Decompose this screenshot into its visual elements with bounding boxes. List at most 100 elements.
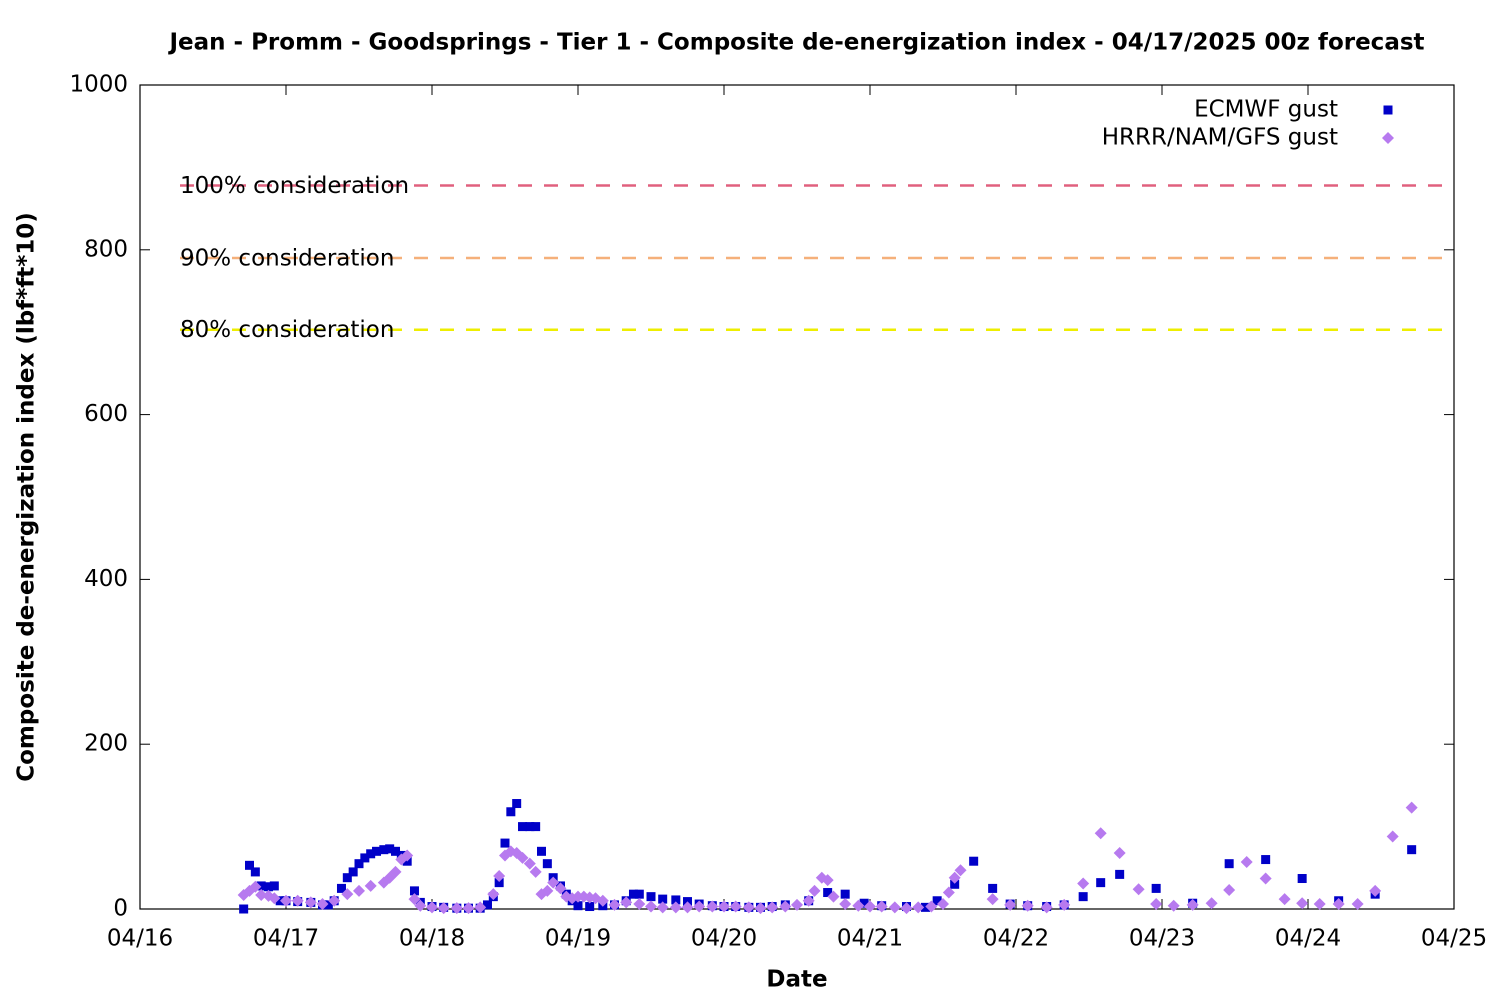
x-tick-label: 04/25: [1421, 926, 1487, 952]
point: [348, 867, 358, 877]
point: [474, 901, 487, 914]
point: [525, 822, 535, 832]
point: [385, 844, 395, 854]
point: [954, 864, 967, 877]
point: [1058, 898, 1071, 911]
y-axis-label: Composite de-energization index (lbf*ft*…: [14, 212, 40, 782]
legend-marker: [1382, 132, 1394, 144]
point: [493, 870, 506, 883]
point: [827, 890, 840, 903]
point: [391, 846, 400, 856]
point: [932, 896, 942, 906]
point: [742, 901, 755, 914]
point: [500, 838, 510, 848]
point: [1167, 899, 1180, 912]
point: [537, 846, 546, 856]
point: [634, 889, 644, 899]
x-tick-label: 04/20: [691, 926, 757, 952]
point: [718, 900, 730, 913]
point: [875, 900, 888, 913]
point: [1186, 898, 1199, 911]
legend-marker: [1383, 105, 1393, 115]
point: [620, 896, 633, 909]
reference-label: 90% consideration: [180, 246, 394, 272]
point: [518, 822, 528, 832]
point: [1259, 872, 1272, 885]
point: [1240, 856, 1253, 869]
point: [912, 901, 925, 914]
reference-label: 80% consideration: [180, 317, 394, 343]
point: [823, 888, 833, 898]
point: [646, 892, 656, 902]
x-tick-label: 04/23: [1129, 926, 1195, 952]
point: [1096, 878, 1106, 888]
point: [1078, 892, 1088, 902]
point: [323, 900, 333, 910]
point: [516, 851, 529, 864]
point: [900, 902, 913, 915]
point: [256, 881, 266, 891]
point: [547, 876, 560, 889]
x-tick-label: 04/17: [253, 926, 319, 952]
x-tick-label: 04/18: [399, 926, 465, 952]
point: [754, 902, 767, 915]
point: [494, 878, 504, 888]
y-tick-label: 1000: [69, 72, 128, 98]
point: [304, 896, 317, 909]
point: [379, 845, 389, 855]
point: [656, 901, 669, 914]
x-tick-label: 04/19: [545, 926, 611, 952]
point: [942, 886, 955, 899]
point: [366, 849, 376, 859]
point: [450, 902, 463, 915]
point: [291, 894, 304, 907]
plot-frame: [139, 84, 1455, 910]
point: [573, 901, 583, 911]
point: [409, 886, 419, 896]
point: [541, 884, 554, 897]
point: [1278, 893, 1291, 906]
x-tick-label: 04/22: [983, 926, 1049, 952]
point: [1113, 846, 1126, 859]
point: [255, 888, 268, 901]
point: [542, 859, 552, 869]
point: [633, 898, 646, 911]
point: [852, 899, 865, 912]
point: [840, 889, 850, 899]
point: [341, 888, 354, 901]
point: [1386, 830, 1399, 843]
point: [1040, 901, 1053, 914]
point: [1407, 845, 1417, 855]
point: [585, 902, 595, 912]
point: [608, 898, 621, 911]
point: [487, 888, 500, 901]
point: [336, 883, 346, 893]
point: [401, 849, 414, 862]
point: [988, 883, 998, 893]
y-tick-label: 600: [84, 401, 128, 427]
point: [354, 859, 364, 869]
point: [864, 900, 876, 913]
point: [462, 902, 475, 915]
point: [250, 867, 260, 877]
point: [950, 879, 960, 889]
y-tick-label: 200: [84, 731, 128, 757]
point: [280, 894, 292, 907]
point: [1332, 898, 1345, 911]
chart-title: Jean - Promm - Goodsprings - Tier 1 - Co…: [167, 30, 1424, 56]
point: [1405, 801, 1418, 814]
point: [1351, 898, 1364, 911]
point: [671, 895, 681, 905]
point: [426, 901, 438, 914]
point: [482, 900, 492, 910]
point: [1077, 877, 1090, 890]
point: [1313, 898, 1326, 911]
point: [645, 900, 657, 913]
point: [1094, 827, 1107, 840]
point: [1296, 897, 1309, 910]
point: [437, 902, 450, 915]
point: [523, 857, 536, 870]
point: [920, 902, 930, 912]
point: [937, 898, 949, 911]
point: [859, 898, 869, 908]
